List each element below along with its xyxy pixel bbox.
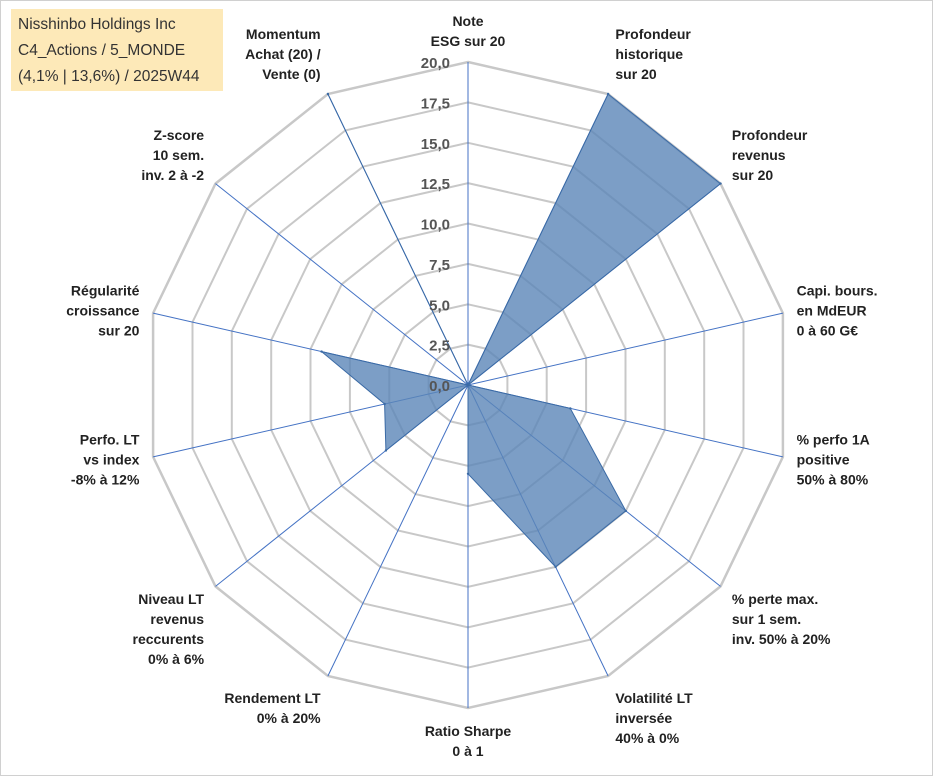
title-line-company: Nisshinbo Holdings Inc <box>18 16 176 33</box>
axis-label-6: Volatilité LT inversée 40% à 0% <box>615 690 693 746</box>
axis-label-line: -8% à 12% <box>71 472 140 488</box>
data-point <box>320 350 323 353</box>
axis-label-3: Capi. bours. en MdEUR 0 à 60 G€ <box>797 283 878 339</box>
axis-label-line: positive <box>797 452 850 468</box>
tick-label: 7,5 <box>429 257 450 274</box>
axis-label-line: Volatilité LT <box>615 690 693 706</box>
series <box>320 92 722 569</box>
tick-label: 12,5 <box>421 176 450 193</box>
axis-label-line: Profondeur <box>615 26 691 42</box>
tick-label: 0,0 <box>429 378 450 395</box>
axis-label-line: vs index <box>83 452 139 468</box>
axis-label-line: historique <box>615 46 683 62</box>
data-point <box>719 182 722 185</box>
axis-label-line: 10 sem. <box>153 147 204 163</box>
tick-label: 10,0 <box>421 217 450 234</box>
axis-labels: Note ESG sur 20 Profondeur historique sur 20… <box>66 13 877 759</box>
axis-label-line: sur 20 <box>732 167 773 183</box>
axis-label-line: Achat (20) / <box>245 46 321 62</box>
axis-label-0: Note ESG sur 20 <box>431 13 506 49</box>
axis-label-line: Régularité <box>71 283 140 299</box>
axis-label-line: ESG sur 20 <box>431 33 506 49</box>
spoke-line <box>467 312 784 386</box>
axis-label-13: Momentum Achat (20) / Vente (0) <box>245 26 321 82</box>
axis-label-4: % perfo 1A positive 50% à 80% <box>797 432 870 488</box>
axis-label-line: Rendement LT <box>224 690 321 706</box>
data-point <box>466 472 470 475</box>
axis-label-11: Régularité croissance sur 20 <box>66 283 139 339</box>
data-point <box>606 92 610 96</box>
axis-label-line: inversée <box>615 710 672 726</box>
axis-label-7: Ratio Sharpe 0 à 1 <box>425 723 512 759</box>
axis-label-5: % perte max. sur 1 sem. inv. 50% à 20% <box>732 591 831 647</box>
axis-label-line: Perfo. LT <box>80 432 140 448</box>
data-point <box>554 565 557 569</box>
axis-label-line: Ratio Sharpe <box>425 723 512 739</box>
axis-label-line: reccurents <box>133 631 205 647</box>
axis-label-line: 50% à 80% <box>797 472 869 488</box>
data-point <box>569 407 572 410</box>
title-line-category: C4_Actions / 5_MONDE <box>18 42 186 59</box>
data-point <box>384 449 388 452</box>
axis-label-line: 0 à 1 <box>452 743 483 759</box>
axis-label-10: Perfo. LT vs index -8% à 12% <box>71 432 140 488</box>
tick-label: 2,5 <box>429 338 450 355</box>
title-line-stats: (4,1% | 13,6%) / 2025W44 <box>18 68 200 85</box>
axis-label-line: 0 à 60 G€ <box>797 323 859 339</box>
axis-label-line: Profondeur <box>732 127 808 143</box>
spoke-line <box>327 384 469 677</box>
tick-labels: 0,0 2,5 5,0 7,5 10,0 12,5 15,0 17,5 20,0 <box>421 55 450 395</box>
axis-label-line: revenus <box>150 611 204 627</box>
data-point <box>383 402 386 406</box>
axis-label-line: sur 20 <box>98 323 139 339</box>
axis-label-line: 0% à 20% <box>257 710 321 726</box>
axis-label-line: croissance <box>66 303 139 319</box>
data-point <box>624 509 627 513</box>
data-point <box>326 92 330 96</box>
axis-label-9: Niveau LT revenus reccurents 0% à 6% <box>133 591 205 667</box>
axis-label-line: inv. 50% à 20% <box>732 631 831 647</box>
axis-label-line: revenus <box>732 147 786 163</box>
axis-label-line: Capi. bours. <box>797 283 878 299</box>
axis-label-line: Z-score <box>154 127 205 143</box>
tick-label: 20,0 <box>421 55 450 72</box>
axis-label-line: sur 1 sem. <box>732 611 801 627</box>
tick-label: 5,0 <box>429 297 450 314</box>
chart-title-box: Nisshinbo Holdings Inc C4_Actions / 5_MO… <box>11 9 223 91</box>
axis-label-line: Vente (0) <box>262 66 320 82</box>
axis-label-8: Rendement LT 0% à 20% <box>224 690 321 726</box>
axis-label-line: Niveau LT <box>138 591 204 607</box>
data-point <box>466 383 470 387</box>
axis-label-line: Note <box>452 13 483 29</box>
axis-label-line: Momentum <box>246 26 321 42</box>
axis-label-line: inv. 2 à -2 <box>141 167 204 183</box>
axis-label-line: sur 20 <box>615 66 656 82</box>
axis-label-line: % perfo 1A <box>797 432 870 448</box>
axis-label-2: Profondeur revenus sur 20 <box>732 127 808 183</box>
tick-label: 17,5 <box>421 95 450 112</box>
axis-label-line: 0% à 6% <box>148 651 205 667</box>
axis-label-12: Z-score 10 sem. inv. 2 à -2 <box>141 127 204 183</box>
spoke-line <box>215 183 469 386</box>
tick-label: 15,0 <box>421 136 450 153</box>
axis-label-1: Profondeur historique sur 20 <box>615 26 691 82</box>
axis-label-line: % perte max. <box>732 591 818 607</box>
axis-label-line: en MdEUR <box>797 303 867 319</box>
axis-label-line: 40% à 0% <box>615 730 679 746</box>
